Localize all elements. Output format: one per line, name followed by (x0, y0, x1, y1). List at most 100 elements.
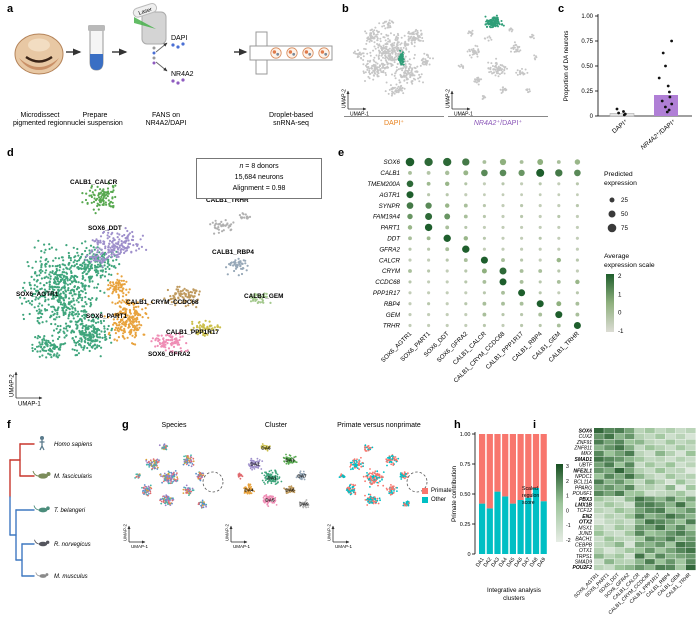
heatmap-cell (675, 485, 686, 491)
cluster-points-SOX6_PART1 (103, 272, 153, 346)
dot (480, 256, 488, 264)
heatmap-cell (675, 519, 686, 525)
step-caption-droplet: Droplet-based snRNA-seq (269, 112, 313, 128)
dot (520, 323, 524, 328)
bar-primate (494, 434, 501, 492)
dot (557, 236, 561, 240)
heatmap-cell (594, 519, 604, 525)
dot (427, 291, 431, 295)
heatmap-cell (645, 519, 655, 525)
species-name: R. norvegicus (54, 542, 91, 548)
heatmap-cell (594, 553, 604, 559)
legend-tick: 3 (566, 464, 569, 470)
panel-b-umaps: b UMAP-1 UMAP-2 UMAP-1 UMAP-2 DAPI⁺ NR4A2⁺… (336, 0, 558, 146)
gene-label: UBTF (579, 463, 593, 469)
umap-title-primate: Primate versus nonprimate (337, 422, 421, 429)
bar-other (509, 503, 516, 554)
dot (443, 157, 452, 167)
dot (575, 258, 579, 262)
y-tick-label: 0 (467, 552, 470, 558)
panel-label-h: h (454, 419, 461, 431)
dot (464, 225, 468, 229)
heatmap-cell (645, 553, 655, 559)
heatmap-cell (624, 524, 635, 531)
heatmap-cell (655, 428, 665, 434)
dot (445, 193, 449, 197)
heatmap-cell (604, 507, 614, 514)
heatmap-cell (594, 462, 604, 468)
dot (499, 278, 507, 286)
heatmap-cell (594, 456, 604, 462)
x-tick-label: DA7 (521, 557, 532, 569)
color-legend-tick: 1 (618, 291, 622, 298)
heatmap-cell (655, 564, 665, 571)
heatmap-cell (594, 559, 604, 565)
dot (520, 258, 524, 262)
heatmap-cell (634, 467, 645, 474)
dot (501, 258, 505, 263)
dot (444, 181, 450, 187)
dot (575, 291, 579, 295)
heatmap-cell (594, 547, 604, 553)
dot (518, 169, 525, 177)
heatmap-cell (665, 433, 676, 439)
dot (557, 269, 561, 273)
heatmap-cell (604, 547, 614, 553)
dot (408, 291, 412, 295)
dot (427, 280, 431, 284)
heatmap-cell (634, 524, 645, 531)
y-tick-label: 0.50 (581, 64, 593, 70)
gray-points (457, 27, 538, 100)
heatmap-cell (614, 524, 625, 531)
heatmap-cell (685, 496, 696, 502)
dot (445, 247, 450, 252)
heatmap-cell (624, 490, 635, 496)
heatmap-cell (645, 559, 655, 565)
treeshrew-icon (33, 505, 50, 513)
heatmap-cell (665, 428, 676, 434)
dot (556, 323, 561, 328)
size-legend-value: 50 (621, 211, 628, 218)
heatmap-cell (645, 456, 655, 462)
laser-beam (134, 17, 156, 29)
gene-label: MKX (581, 451, 593, 457)
heatmap-cell (645, 445, 655, 451)
heatmap-cell (645, 433, 655, 439)
heatmap-cell (634, 490, 645, 496)
heatmap-cell (645, 564, 655, 571)
dot (424, 157, 433, 167)
heatmap-cell (675, 439, 686, 445)
bar-primate (525, 434, 532, 498)
dot (501, 225, 505, 229)
bar-primate (532, 434, 540, 488)
dot (463, 214, 468, 219)
size-legend-dot (609, 197, 615, 203)
heatmap-cell (685, 542, 696, 548)
dot (408, 313, 412, 317)
cluster-label: CALB1_CRYM_CCDC68 (126, 299, 199, 306)
dot (424, 223, 433, 232)
dot (501, 182, 505, 186)
heatmap-cell (675, 502, 686, 508)
heatmap-cell (624, 530, 635, 536)
gene-label: MSX1 (578, 525, 592, 531)
heatmap-cell (685, 490, 696, 496)
gene-label: PART1 (381, 225, 400, 232)
highlight-circle (202, 471, 224, 493)
dot (501, 247, 505, 251)
heatmap-cell (645, 530, 655, 536)
heatmap-cell (614, 428, 625, 434)
heatmap-cell (604, 445, 614, 451)
heatmap-cell (675, 547, 686, 553)
heatmap-cell (594, 428, 604, 434)
nr4a2-label: NR4A2 (171, 71, 194, 78)
gene-label: EN2 (582, 514, 592, 520)
heatmap-cell (594, 450, 604, 457)
x-axis-label: UMAP-1 (335, 544, 352, 549)
heatmap-cell (594, 496, 604, 502)
heatmap-cell (604, 559, 614, 565)
panel-i-regulons: i SOX6 CUX2 ZNF91 ZNF811 MKX SMAD1 UBTF NFE2L1 N… (520, 414, 700, 621)
panel-g-integration: g Species Cluster Primate versus nonprim… (118, 414, 452, 621)
